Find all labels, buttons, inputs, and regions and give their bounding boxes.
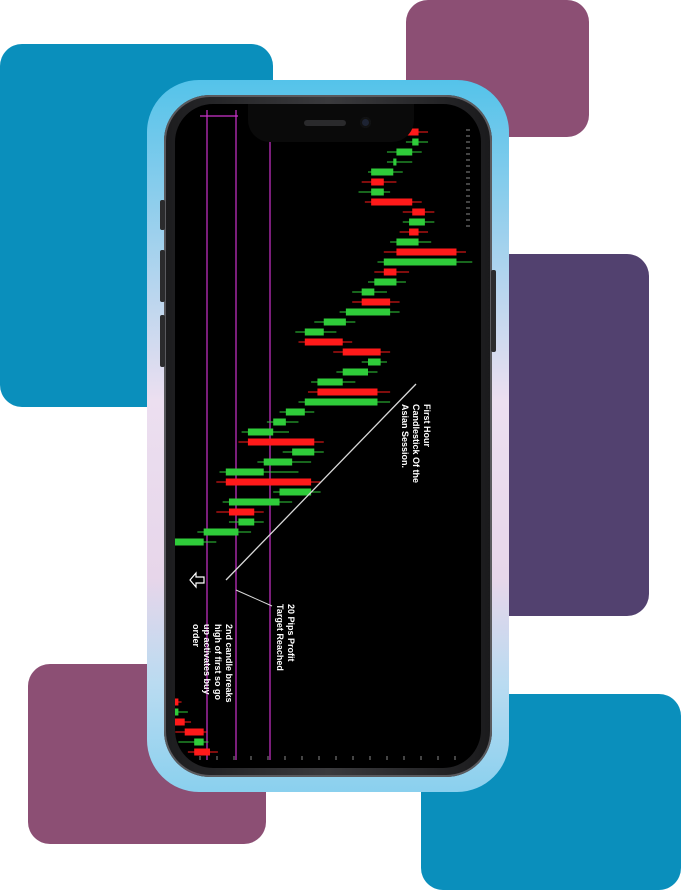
volume-up-button xyxy=(160,250,165,302)
bearish-candle xyxy=(175,698,179,706)
chart-plot-area xyxy=(0,110,473,760)
bullish-candle xyxy=(238,518,255,526)
bearish-candle xyxy=(342,348,381,356)
bullish-candle xyxy=(52,559,58,566)
bearish-candle xyxy=(409,228,419,236)
bullish-candle xyxy=(285,408,305,416)
bullish-candle xyxy=(368,358,381,366)
bearish-candle xyxy=(131,689,156,696)
annotation-second-candle: 2nd candle breaks high of first so go up… xyxy=(191,624,234,703)
bullish-candle xyxy=(304,398,378,406)
bullish-candle xyxy=(175,708,179,716)
power-button xyxy=(491,270,496,352)
bullish-candle xyxy=(292,448,315,456)
silent-switch xyxy=(160,200,165,230)
bearish-candle xyxy=(396,248,457,256)
bearish-candle xyxy=(247,438,315,446)
bullish-candle xyxy=(58,549,153,556)
bullish-candle xyxy=(194,738,204,746)
outlined-arrow-icon xyxy=(189,571,205,589)
bearish-candle xyxy=(228,508,255,516)
bullish-candle xyxy=(342,368,368,376)
bearish-candle xyxy=(24,599,40,606)
bearish-candle xyxy=(317,388,378,396)
bullish-candle xyxy=(175,538,204,546)
bearish-candle xyxy=(412,208,425,216)
bearish-candle xyxy=(304,338,343,346)
trend-line xyxy=(225,383,417,581)
bearish-candle xyxy=(36,579,45,586)
bearish-candle xyxy=(361,298,391,306)
bearish-candle xyxy=(175,718,185,726)
bullish-candle xyxy=(361,288,375,296)
bullish-candle xyxy=(396,238,419,246)
bearish-candle xyxy=(194,748,210,756)
bullish-candle xyxy=(131,679,147,686)
phone-screen xyxy=(175,104,481,768)
bearish-candle xyxy=(383,268,397,276)
bullish-candle xyxy=(393,158,397,166)
bullish-candle xyxy=(228,498,280,506)
annotation-target-reached: 20 Pips Profit Target Reached xyxy=(275,604,296,671)
bullish-candle xyxy=(396,148,413,156)
bullish-candle xyxy=(345,308,391,316)
bullish-candle xyxy=(1,629,26,636)
bullish-candle xyxy=(371,188,384,196)
bearish-candle xyxy=(1,639,20,646)
bullish-candle xyxy=(0,649,20,656)
bullish-candle xyxy=(374,278,397,286)
bearish-candle xyxy=(184,728,204,736)
bullish-candle xyxy=(412,138,419,146)
bullish-candle xyxy=(36,569,52,576)
bullish-candle xyxy=(317,378,343,386)
bullish-candle xyxy=(323,318,346,326)
bearish-candle xyxy=(0,669,147,676)
bullish-candle xyxy=(263,458,293,466)
bullish-candle xyxy=(247,428,274,436)
bullish-candle xyxy=(24,589,46,596)
bullish-candle xyxy=(304,328,324,336)
annotation-first-hour: First Hour Candlestick Of the Asian Sess… xyxy=(400,404,432,484)
bullish-candle xyxy=(273,418,286,426)
bullish-candle xyxy=(371,168,394,176)
bearish-candle xyxy=(8,619,27,626)
volume-down-button xyxy=(160,315,165,367)
speaker-grille xyxy=(304,120,346,126)
bearish-candle xyxy=(371,178,384,186)
bearish-candle xyxy=(225,478,312,486)
front-camera xyxy=(360,117,371,128)
bullish-candle xyxy=(8,609,40,616)
bullish-candle xyxy=(225,468,264,476)
bullish-candle xyxy=(203,528,239,536)
annotation-pointer-line xyxy=(235,589,273,607)
bullish-candle xyxy=(383,258,457,266)
bullish-candle xyxy=(279,488,312,496)
bearish-candle xyxy=(371,198,413,206)
bullish-candle xyxy=(409,218,425,226)
